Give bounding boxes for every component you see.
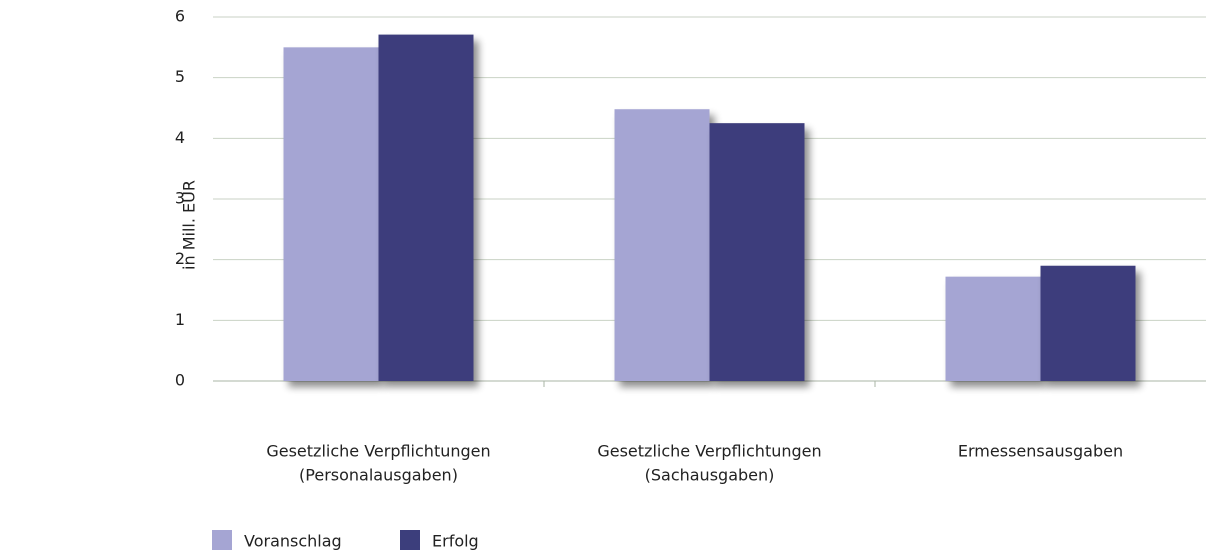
bar (945, 276, 1041, 381)
bar (378, 34, 474, 382)
legend-label: Erfolg (432, 532, 479, 551)
y-tick-label: 0 (175, 371, 185, 390)
bar (1040, 265, 1136, 381)
y-tick-label: 2 (175, 249, 185, 268)
y-tick-label: 3 (175, 189, 185, 208)
x-tick-label: Gesetzliche Verpflichtungen (266, 442, 490, 461)
y-tick-label: 6 (175, 7, 185, 26)
bar (283, 47, 379, 381)
y-tick-label: 5 (175, 67, 185, 86)
legend-label: Voranschlag (244, 532, 342, 551)
y-tick-label: 4 (175, 128, 185, 147)
bar (614, 109, 710, 382)
y-tick-label: 1 (175, 310, 185, 329)
bar (709, 123, 805, 382)
legend-swatch (212, 530, 232, 550)
legend-swatch (400, 530, 420, 550)
y-axis-label: in Mill. EUR (180, 180, 199, 270)
x-tick-label: Ermessensausgaben (958, 442, 1123, 461)
x-tick-label: (Sachausgaben) (645, 466, 775, 485)
x-tick-label: Gesetzliche Verpflichtungen (597, 442, 821, 461)
x-tick-label: (Personalausgaben) (299, 466, 458, 485)
